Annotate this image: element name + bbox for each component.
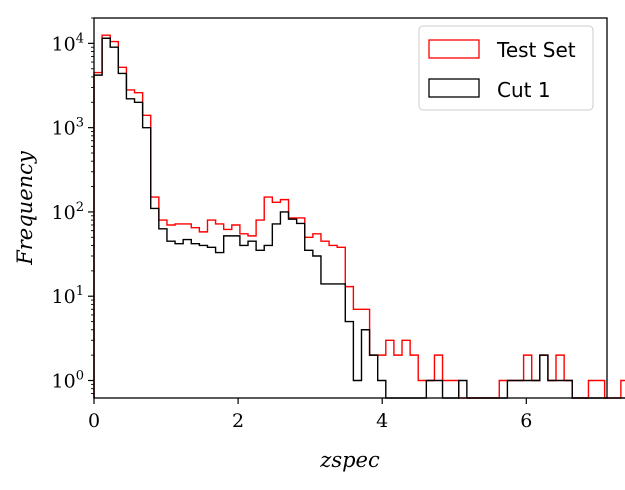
legend-swatch-cut-1 <box>428 78 480 98</box>
y-tick-label: 104 <box>52 31 84 55</box>
series-layer <box>93 34 625 399</box>
x-tick-label: 2 <box>232 410 244 432</box>
legend-label-test-set: Test Set <box>496 38 576 62</box>
legend: Test Set Cut 1 <box>418 25 594 111</box>
legend-label-cut-1: Cut 1 <box>497 78 551 102</box>
x-tick-label: 0 <box>88 410 100 432</box>
x-tick-label: 6 <box>520 410 532 432</box>
legend-box <box>418 25 594 111</box>
plot-frame <box>93 17 608 399</box>
y-tick-label: 100 <box>52 369 84 393</box>
series-cut-1-step <box>93 37 625 399</box>
y-tick-label: 101 <box>52 284 84 308</box>
y-tick-label: 102 <box>52 200 84 224</box>
y-tick-label: 103 <box>52 116 84 140</box>
legend-swatch-test-set <box>428 39 480 59</box>
x-axis-label: zspec <box>319 448 380 472</box>
x-axis: 0 2 4 6 <box>88 398 532 432</box>
x-tick-label: 4 <box>376 410 388 432</box>
y-axis: 100 101 102 103 104 <box>52 17 94 395</box>
y-axis-label: Frequency <box>13 150 37 266</box>
